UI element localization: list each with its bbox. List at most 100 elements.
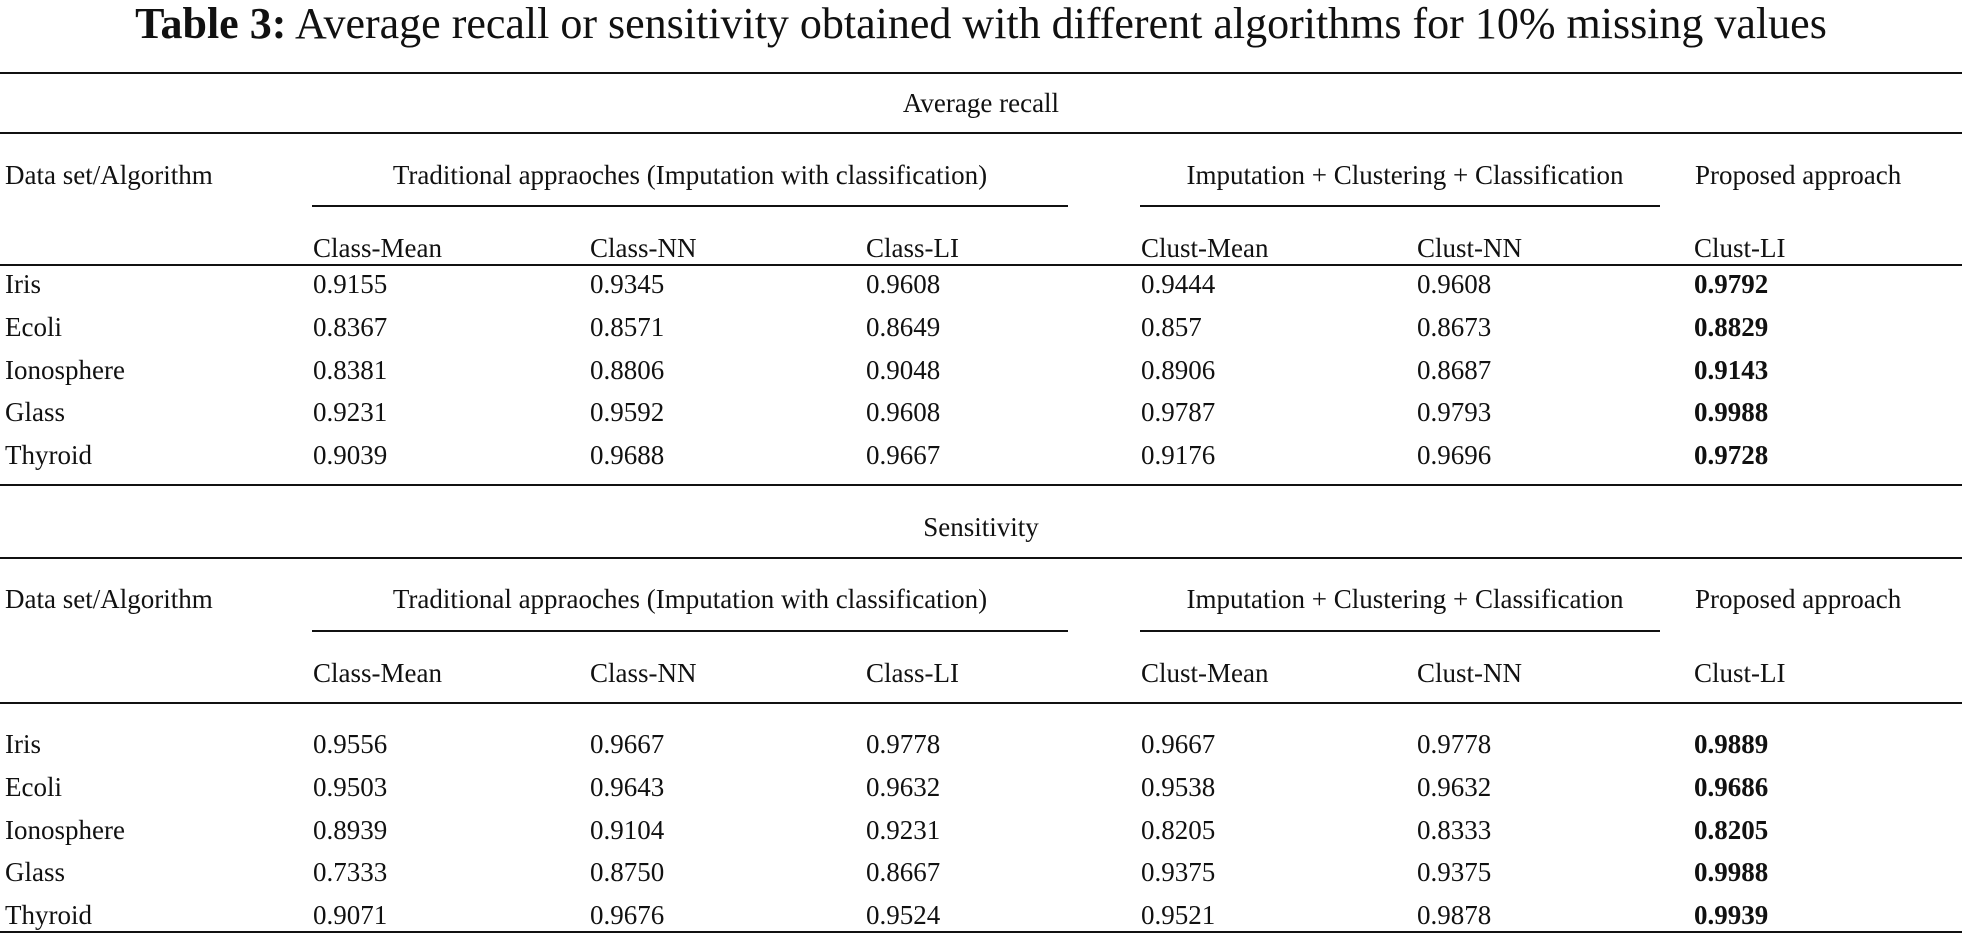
table-title: Average recall or sensitivity obtained w… [294,0,1827,48]
table-cell: 0.9104 [590,815,665,845]
section-rule [0,132,1962,134]
column-header: Class-Mean [313,658,442,688]
table-cell: 0.9556 [313,729,388,759]
table-cell: 0.7333 [313,857,388,887]
corner-header: Data set/Algorithm [5,160,213,190]
table-cell: 0.9231 [313,397,388,427]
table-cell: 0.9071 [313,900,388,930]
column-header: Class-NN [590,233,697,263]
table-cell: 0.8381 [313,355,388,385]
dataset-name: Ionosphere [5,815,125,845]
table-cell: 0.9778 [866,729,941,759]
column-header: Clust-NN [1417,233,1523,263]
header-rule [0,264,1962,266]
table-cell: 0.8687 [1417,355,1492,385]
best-value-cell: 0.9988 [1694,857,1769,887]
table-cell: 0.9538 [1141,772,1216,802]
section-rule [0,557,1962,559]
table-cell: 0.9176 [1141,440,1216,470]
section-title-sensitivity: Sensitivity [923,512,1039,542]
group-underline [1140,630,1660,632]
group-underline [312,630,1068,632]
column-header: Clust-LI [1694,658,1786,688]
table-cell: 0.9039 [313,440,388,470]
dataset-name: Glass [5,397,65,427]
bottom-rule [0,931,1962,933]
table-cell: 0.8649 [866,312,941,342]
table-cell: 0.9608 [866,269,941,299]
table-label: Table 3: [135,0,287,48]
table-cell: 0.9444 [1141,269,1216,299]
group-header-proposed: Proposed approach [1695,584,1902,614]
column-header: Clust-NN [1417,658,1523,688]
table-cell: 0.8750 [590,857,665,887]
dataset-name: Iris [5,269,41,299]
group-header-clustering: Imputation + Clustering + Classification [1186,160,1624,190]
table-cell: 0.8906 [1141,355,1216,385]
table-cell: 0.9787 [1141,397,1216,427]
column-header: Class-LI [866,658,959,688]
dataset-name: Ecoli [5,772,62,802]
table-cell: 0.9632 [1417,772,1492,802]
dataset-name: Thyroid [5,440,92,470]
table-cell: 0.8667 [866,857,941,887]
column-header: Clust-Mean [1141,658,1269,688]
best-value-cell: 0.9889 [1694,729,1769,759]
table-cell: 0.9155 [313,269,388,299]
table-cell: 0.8939 [313,815,388,845]
best-value-cell: 0.9988 [1694,397,1769,427]
table-cell: 0.9676 [590,900,665,930]
table-cell: 0.8367 [313,312,388,342]
table-cell: 0.9592 [590,397,665,427]
group-header-proposed: Proposed approach [1695,160,1902,190]
table-cell: 0.8205 [1141,815,1216,845]
column-header: Clust-Mean [1141,233,1269,263]
best-value-cell: 0.8205 [1694,815,1769,845]
table-cell: 0.9608 [866,397,941,427]
dataset-name: Iris [5,729,41,759]
best-value-cell: 0.9143 [1694,355,1769,385]
table-cell: 0.8333 [1417,815,1492,845]
column-header: Class-NN [590,658,697,688]
table-cell: 0.9667 [1141,729,1216,759]
table-cell: 0.9524 [866,900,941,930]
group-underline [1140,205,1660,207]
best-value-cell: 0.9728 [1694,440,1769,470]
dataset-name: Ecoli [5,312,62,342]
table-caption: Table 3: Average recall or sensitivity o… [0,2,1962,46]
group-header-traditional: Traditional appraoches (Imputation with … [392,584,988,614]
table-cell: 0.857 [1141,312,1202,342]
table-cell: 0.9048 [866,355,941,385]
dataset-name: Thyroid [5,900,92,930]
table-cell: 0.8571 [590,312,665,342]
table-cell: 0.9521 [1141,900,1216,930]
group-underline [312,205,1068,207]
table-cell: 0.9231 [866,815,941,845]
group-header-traditional: Traditional appraoches (Imputation with … [392,160,988,190]
header-rule [0,702,1962,704]
best-value-cell: 0.8829 [1694,312,1769,342]
table-cell: 0.9345 [590,269,665,299]
group-header-clustering: Imputation + Clustering + Classification [1186,584,1624,614]
section-title-recall: Average recall [902,88,1060,118]
table-cell: 0.9503 [313,772,388,802]
dataset-name: Glass [5,857,65,887]
table-cell: 0.9793 [1417,397,1492,427]
dataset-name: Ionosphere [5,355,125,385]
table-cell: 0.9643 [590,772,665,802]
best-value-cell: 0.9792 [1694,269,1769,299]
table-cell: 0.9632 [866,772,941,802]
table-cell: 0.8806 [590,355,665,385]
best-value-cell: 0.9939 [1694,900,1769,930]
section-end-rule [0,484,1962,486]
corner-header: Data set/Algorithm [5,584,213,614]
top-rule [0,72,1962,74]
column-header: Class-Mean [313,233,442,263]
table-cell: 0.9667 [590,729,665,759]
table-cell: 0.8673 [1417,312,1492,342]
table-cell: 0.9878 [1417,900,1492,930]
table-cell: 0.9696 [1417,440,1492,470]
table-cell: 0.9375 [1141,857,1216,887]
table-cell: 0.9375 [1417,857,1492,887]
table-cell: 0.9688 [590,440,665,470]
